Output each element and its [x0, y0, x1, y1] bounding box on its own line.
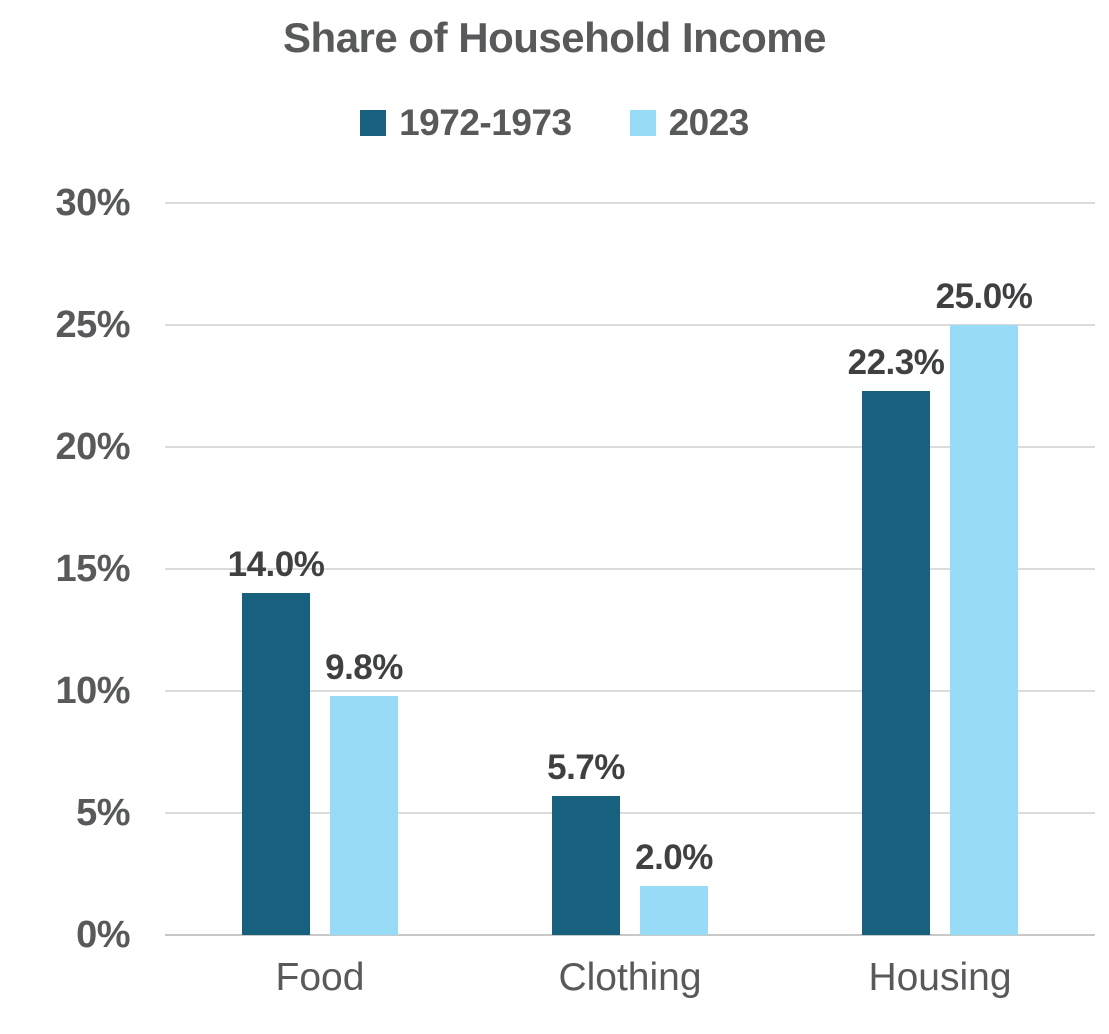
bar-housing-1972-1973: 22.3%	[848, 345, 945, 935]
gridline-10%	[165, 690, 1095, 692]
legend-swatch-icon	[360, 110, 387, 136]
bar-group-food: 14.0% 9.8%	[228, 203, 403, 935]
y-tick-label: 5%	[76, 792, 130, 834]
bar-value-label: 22.3%	[847, 342, 945, 382]
bar-clothing-1972-1973: 5.7%	[547, 750, 625, 935]
legend-item-0: 1972-1973	[360, 102, 572, 144]
gridline-20%	[165, 446, 1095, 448]
bar-group-housing: 22.3% 25.0%	[848, 203, 1033, 935]
plot-area: 14.0% 9.8% 5.7% 2.0% 22.3% 25.0%	[165, 202, 1095, 936]
gridline-0%	[165, 934, 1095, 936]
legend-label: 1972-1973	[399, 102, 572, 143]
bar-value-label: 2.0%	[635, 838, 713, 878]
y-axis: 0% 5% 10% 15% 20% 25% 30%	[0, 184, 130, 954]
bar-value-label: 14.0%	[227, 545, 325, 585]
y-tick-label: 30%	[55, 182, 130, 224]
y-tick-label: 15%	[55, 548, 130, 590]
legend-label: 2023	[668, 102, 750, 143]
bar-value-label: 5.7%	[547, 747, 625, 787]
x-axis-label-clothing: Clothing	[558, 956, 702, 999]
chart-title: Share of Household Income	[283, 14, 826, 61]
gridline-5%	[165, 812, 1095, 814]
gridline-25%	[165, 324, 1095, 326]
x-axis: Food Clothing Housing	[165, 958, 1095, 997]
legend: 1972-1973 2023	[0, 102, 1109, 144]
y-tick-label: 0%	[76, 914, 130, 956]
bar-value-label: 25.0%	[935, 277, 1033, 316]
y-tick-label: 10%	[55, 670, 130, 712]
bar-clothing-2023: 2.0%	[635, 840, 713, 935]
category-slot-housing: 22.3% 25.0%	[785, 203, 1095, 935]
bar-housing-2023: 25.0%	[936, 279, 1033, 935]
gridline-15%	[165, 568, 1095, 570]
bar-value-label: 9.8%	[325, 647, 403, 687]
bar-group-clothing: 5.7% 2.0%	[547, 203, 713, 935]
legend-item-1: 2023	[629, 102, 750, 144]
bar-slots: 14.0% 9.8% 5.7% 2.0% 22.3% 25.0%	[165, 203, 1095, 935]
x-axis-label-food: Food	[275, 956, 365, 999]
gridline-30%	[165, 202, 1095, 204]
x-axis-label-housing: Housing	[868, 956, 1012, 999]
legend-swatch-icon	[629, 110, 656, 136]
y-tick-label: 20%	[55, 426, 130, 468]
category-slot-food: 14.0% 9.8%	[165, 203, 475, 935]
bar-food-2023: 9.8%	[325, 650, 403, 935]
bar-food-1972-1973: 14.0%	[228, 547, 325, 935]
y-tick-label: 25%	[55, 304, 130, 346]
category-slot-clothing: 5.7% 2.0%	[475, 203, 785, 935]
